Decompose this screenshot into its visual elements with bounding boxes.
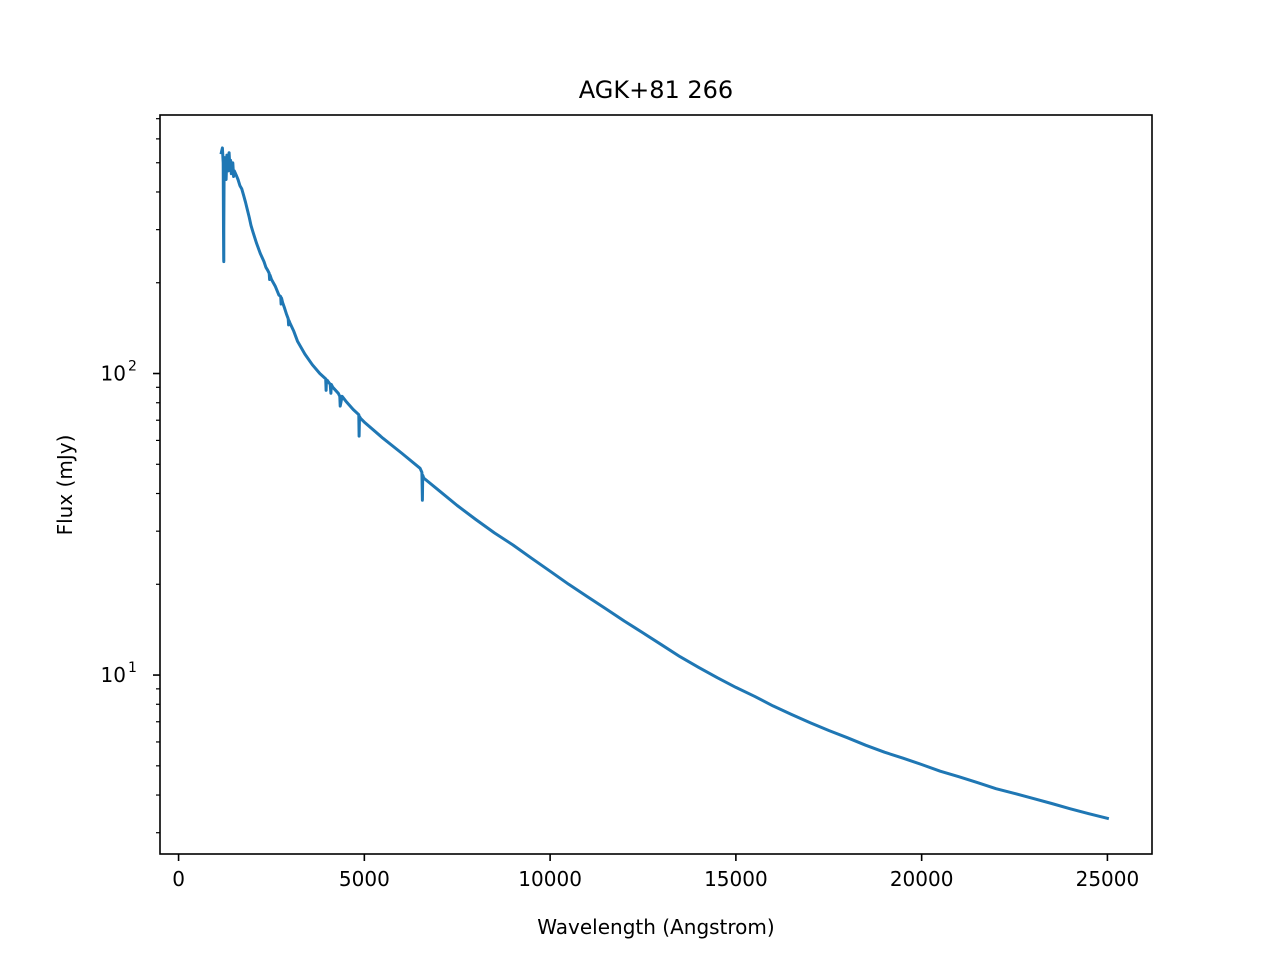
x-tick-label: 15000 bbox=[704, 867, 768, 891]
x-tick-label: 10000 bbox=[518, 867, 582, 891]
y-tick-label-base: 10 bbox=[101, 663, 126, 687]
flux-spectrum-line bbox=[219, 146, 1110, 821]
y-tick-label-exponent: 2 bbox=[128, 359, 137, 375]
x-axis-label: Wavelength (Angstrom) bbox=[537, 915, 774, 939]
y-tick-label-exponent: 1 bbox=[128, 660, 137, 676]
x-tick-label: 25000 bbox=[1076, 867, 1140, 891]
plot-frame bbox=[159, 114, 1153, 855]
x-tick-label: 20000 bbox=[890, 867, 954, 891]
x-tick-label: 0 bbox=[172, 867, 185, 891]
chart-title: AGK+81 266 bbox=[579, 76, 733, 104]
y-tick-label-base: 10 bbox=[101, 362, 126, 386]
y-axis-label: Flux (mJy) bbox=[53, 435, 77, 536]
x-tick-label: 5000 bbox=[339, 867, 390, 891]
series-layer bbox=[219, 146, 1110, 821]
x-axis: 0 5000 10000 15000 20000 25000 bbox=[172, 854, 1139, 891]
